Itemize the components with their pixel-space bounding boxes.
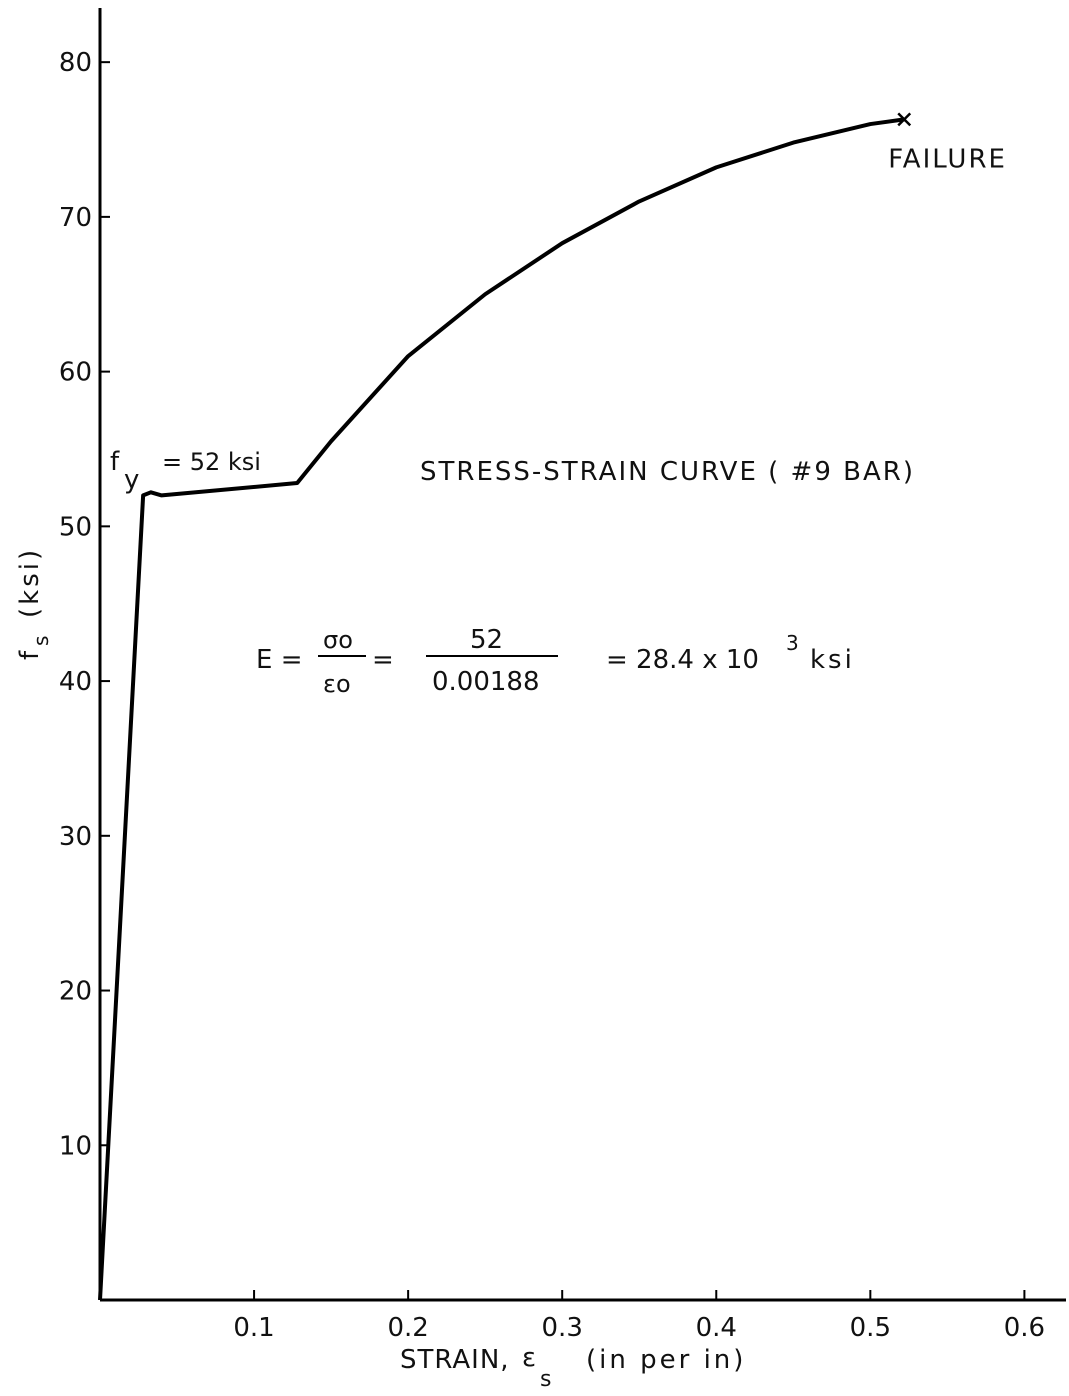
x-label-rest: (in per in) — [586, 1345, 746, 1375]
y-label-main: f — [15, 650, 45, 660]
x-label-symbol: ε — [522, 1343, 536, 1373]
y-tick-label: 60 — [59, 358, 92, 388]
x-tick-label: 0.4 — [696, 1313, 737, 1343]
y-label-sub: s — [29, 636, 53, 646]
equation: E = σo εo = 52 0.00188 = 28.4 x 10 3 ksi — [256, 625, 855, 698]
eq-den2: 0.00188 — [432, 667, 540, 697]
x-axis-label: STRAIN, ε s (in per in) — [400, 1343, 746, 1392]
x-tick-label: 0.5 — [850, 1313, 891, 1343]
failure-label: FAILURE — [888, 144, 1007, 174]
eq-eq: = — [372, 645, 394, 675]
yield-sub: y — [124, 465, 139, 495]
yield-note: f y = 52 ksi — [110, 447, 261, 495]
eq-exp: 3 — [786, 631, 799, 655]
y-tick-label: 70 — [59, 203, 92, 233]
failure-marker — [897, 112, 912, 127]
y-tick-label: 20 — [59, 977, 92, 1007]
y-label-rest: (ksi) — [15, 547, 45, 618]
eq-num1: σo — [323, 626, 353, 654]
eq-result: = 28.4 x 10 — [606, 645, 759, 675]
y-tick-label: 10 — [59, 1131, 92, 1161]
stress-strain-curve — [98, 117, 905, 1301]
yield-main: f — [110, 447, 120, 477]
yield-rest: = 52 ksi — [162, 448, 261, 476]
y-tick-label: 40 — [59, 667, 92, 697]
chart-title: STRESS-STRAIN CURVE ( #9 BAR) — [420, 457, 915, 487]
x-tick-label: 0.3 — [542, 1313, 583, 1343]
y-tick-label: 30 — [59, 822, 92, 852]
x-label-main: STRAIN, — [400, 1345, 510, 1375]
eq-lhs: E = — [256, 645, 302, 675]
x-tick-label: 0.2 — [387, 1313, 428, 1343]
x-tick-label: 0.6 — [1004, 1313, 1045, 1343]
x-label-sub: s — [540, 1367, 551, 1392]
x-tick-label: 0.1 — [233, 1313, 274, 1343]
eq-unit: ksi — [810, 645, 855, 675]
y-axis-label: f s (ksi) — [15, 547, 53, 660]
y-tick-label: 80 — [59, 48, 92, 78]
y-tick-label: 50 — [59, 512, 92, 542]
eq-den1: εo — [323, 670, 351, 698]
eq-num2: 52 — [470, 625, 503, 655]
